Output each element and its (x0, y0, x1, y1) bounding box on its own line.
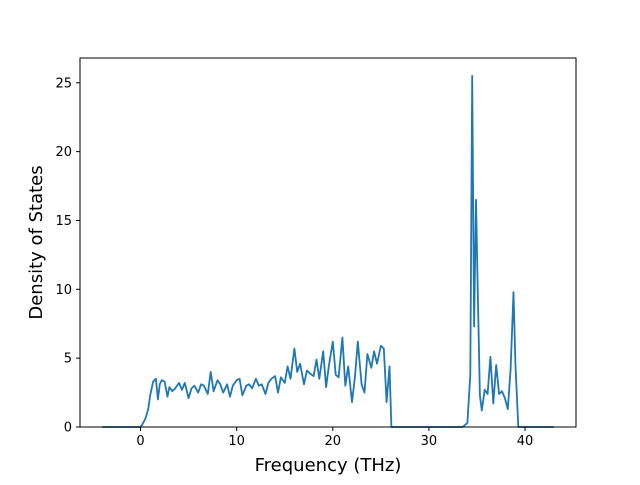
y-tick-label: 0 (64, 421, 72, 436)
x-tick-label: 10 (228, 434, 245, 449)
y-tick-label: 15 (55, 214, 72, 229)
x-axis-ticks: 0 10 20 30 40 (136, 427, 533, 449)
y-tick-label: 25 (55, 76, 72, 91)
plot-area (102, 75, 554, 428)
axes-frame (79, 57, 577, 428)
x-axis-label: Frequency (THz) (255, 455, 402, 476)
y-tick-label: 5 (64, 352, 72, 367)
x-tick-label: 0 (136, 434, 144, 449)
y-axis-ticks: 0 5 10 15 20 25 (55, 76, 80, 436)
x-tick-label: 40 (517, 434, 534, 449)
series-line-0 (102, 75, 554, 428)
y-tick-label: 10 (55, 283, 72, 298)
y-axis-label: Density of States (26, 165, 47, 319)
x-tick-label: 30 (421, 434, 438, 449)
y-tick-label: 20 (55, 145, 72, 160)
x-tick-label: 20 (325, 434, 342, 449)
